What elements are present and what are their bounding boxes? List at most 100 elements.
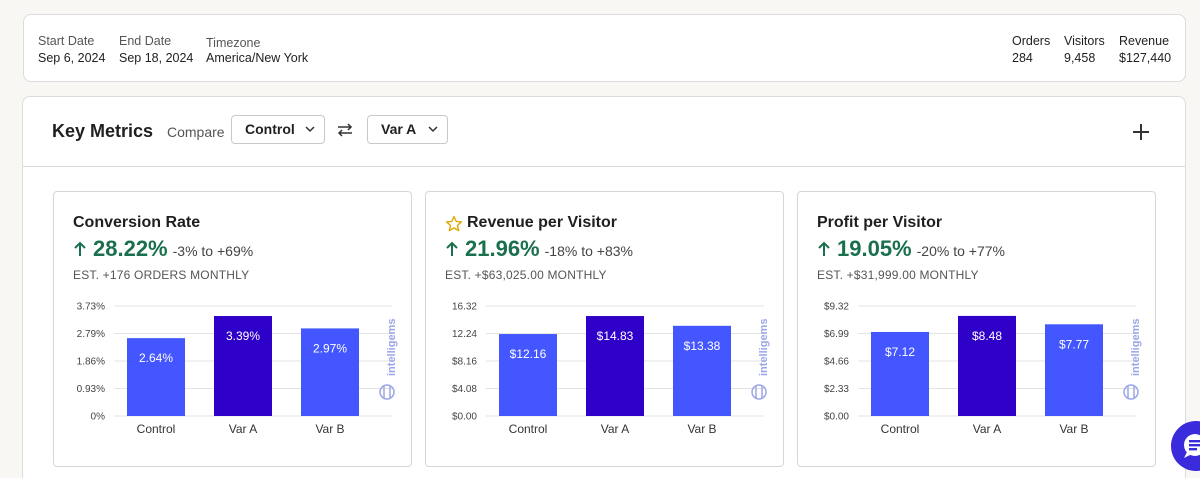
bar-var-b[interactable] [301, 328, 359, 416]
timezone-label: Timezone [206, 36, 261, 50]
y-tick-label: 2.79% [77, 329, 105, 340]
metric-estimate: EST. +$31,999.00 MONTHLY [817, 268, 979, 282]
profit-per-visitor-chart: $0.00 $2.33 $4.66 $6.99 $9.32 $7.12 Control $8.… [798, 292, 1157, 468]
x-tick-label: Var A [973, 422, 1001, 436]
metric-lift-value: 28.22% [93, 236, 168, 261]
compare-label: Compare [167, 124, 225, 140]
end-date-field: End Date Sep 18, 2024 [119, 34, 193, 66]
x-tick-label: Var B [1059, 422, 1088, 436]
metric-estimate: EST. +176 ORDERS MONTHLY [73, 268, 250, 282]
arrow-up-icon [74, 241, 86, 256]
compare-a-value: Control [245, 121, 295, 137]
compare-b-select[interactable]: Var A [367, 115, 448, 144]
bar-var-b[interactable] [673, 325, 731, 416]
intelligems-logo-icon [379, 384, 395, 400]
end-date-value: Sep 18, 2024 [119, 51, 194, 65]
bar-value-label: $7.77 [1059, 337, 1089, 351]
metric-lift: 19.05% -20% to +77% [817, 236, 1005, 262]
y-tick-label: $2.33 [824, 384, 849, 395]
x-tick-label: Control [137, 422, 176, 436]
y-tick-label: $6.99 [824, 329, 849, 340]
metric-lift-range: -18% to +83% [544, 243, 633, 259]
chat-button[interactable] [1171, 421, 1200, 471]
intelligems-watermark: intelligems [758, 319, 770, 376]
orders-value: 284 [1012, 51, 1033, 65]
x-tick-label: Control [509, 422, 548, 436]
y-tick-label: $0.00 [824, 412, 849, 423]
bar-value-label: 2.97% [313, 341, 347, 355]
revenue-field: Revenue $127,440 [1119, 34, 1171, 66]
end-date-label: End Date [119, 34, 172, 48]
chat-icon [1184, 434, 1200, 458]
y-tick-label: 1.86% [77, 357, 105, 368]
bar-control[interactable] [871, 331, 929, 416]
y-tick-label: $9.32 [824, 302, 849, 313]
y-tick-label: $0.00 [452, 412, 477, 423]
bar-value-label: $13.38 [684, 339, 721, 353]
star-icon[interactable] [445, 215, 463, 233]
y-tick-label: 3.73% [77, 302, 105, 313]
metric-card-title: Profit per Visitor [817, 214, 943, 231]
key-metrics-title: Key Metrics [52, 121, 154, 141]
visitors-label: Visitors [1064, 34, 1105, 48]
compare-b-value: Var A [381, 121, 417, 137]
x-tick-label: Var A [601, 422, 629, 436]
start-date-label: Start Date [38, 34, 95, 48]
bar-value-label: $14.83 [597, 329, 634, 343]
arrow-up-icon [818, 241, 830, 256]
bar-var-a[interactable] [214, 316, 272, 416]
key-metrics-header: Key Metrics Compare Control Var A [23, 97, 1185, 167]
watermark-text: intelligems [1130, 319, 1142, 376]
arrow-up-icon [446, 241, 458, 256]
orders-label: Orders [1012, 34, 1051, 48]
metric-card-profit-per-visitor: Profit per Visitor 19.05% -20% to +77% E… [797, 191, 1156, 467]
visitors-value: 9,458 [1064, 51, 1096, 65]
x-tick-label: Control [881, 422, 920, 436]
bar-var-a[interactable] [586, 316, 644, 416]
revenue-label: Revenue [1119, 34, 1170, 48]
y-tick-label: 0.93% [77, 384, 105, 395]
bar-var-b[interactable] [1045, 324, 1103, 416]
key-metrics-panel: Key Metrics Compare Control Var A Conver… [22, 96, 1186, 478]
bar-value-label: $12.16 [510, 347, 547, 361]
metric-lift-range: -3% to +69% [172, 243, 254, 259]
orders-field: Orders 284 [1012, 34, 1050, 66]
metric-lift-value: 21.96% [465, 236, 540, 261]
metric-lift-value: 19.05% [837, 236, 912, 261]
metric-card-revenue-per-visitor: Revenue per Visitor 21.96% -18% to +83% … [425, 191, 784, 467]
bar-control[interactable] [127, 338, 185, 416]
y-tick-label: 0% [91, 412, 106, 423]
visitors-field: Visitors 9,458 [1064, 34, 1105, 66]
metric-card-title: Revenue per Visitor [467, 214, 617, 231]
intelligems-watermark: intelligems [386, 319, 398, 376]
plus-icon[interactable] [1130, 121, 1152, 143]
metric-lift: 21.96% -18% to +83% [445, 236, 633, 262]
bar-value-label: $7.12 [885, 345, 915, 359]
x-tick-label: Var B [315, 422, 344, 436]
chevron-down-icon [305, 126, 315, 133]
intelligems-logo-icon [1123, 384, 1139, 400]
start-date-field: Start Date Sep 6, 2024 [38, 34, 105, 66]
watermark-text: intelligems [758, 319, 770, 376]
bar-chart: 0% 0.93% 1.86% 2.79% 3.73% 2.64% Control 3.39% V… [77, 302, 398, 437]
intelligems-logo-icon [751, 384, 767, 400]
bar-value-label: 2.64% [139, 351, 173, 365]
watermark-text: intelligems [386, 319, 398, 376]
bar-var-a[interactable] [958, 315, 1016, 416]
y-tick-label: 12.24 [452, 329, 477, 340]
metric-lift-range: -20% to +77% [916, 243, 1005, 259]
test-summary-bar: Start Date Sep 6, 2024 End Date Sep 18, … [23, 14, 1186, 82]
y-tick-label: $8.16 [452, 357, 477, 368]
chevron-down-icon [428, 126, 438, 133]
bar-value-label: 3.39% [226, 329, 260, 343]
revenue-per-visitor-chart: $0.00 $4.08 $8.16 12.24 16.32 $12.16 Control $1… [426, 292, 785, 468]
bar-chart: $0.00 $2.33 $4.66 $6.99 $9.32 $7.12 Control $8.… [824, 302, 1142, 437]
start-date-value: Sep 6, 2024 [38, 51, 106, 65]
metric-lift: 28.22% -3% to +69% [73, 236, 253, 262]
metric-estimate: EST. +$63,025.00 MONTHLY [445, 268, 607, 282]
x-tick-label: Var B [687, 422, 716, 436]
compare-a-select[interactable]: Control [231, 115, 325, 144]
bar-control[interactable] [499, 334, 557, 416]
timezone-value: America/New York [206, 51, 309, 65]
swap-icon[interactable] [336, 121, 354, 139]
